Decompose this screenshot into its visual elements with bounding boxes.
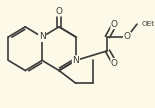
Text: OEt: OEt xyxy=(141,21,154,27)
Text: O: O xyxy=(111,20,118,29)
Text: N: N xyxy=(39,32,46,41)
Text: O: O xyxy=(55,7,62,16)
Text: O: O xyxy=(124,32,131,41)
Text: N: N xyxy=(73,56,79,65)
Text: O: O xyxy=(111,59,118,68)
